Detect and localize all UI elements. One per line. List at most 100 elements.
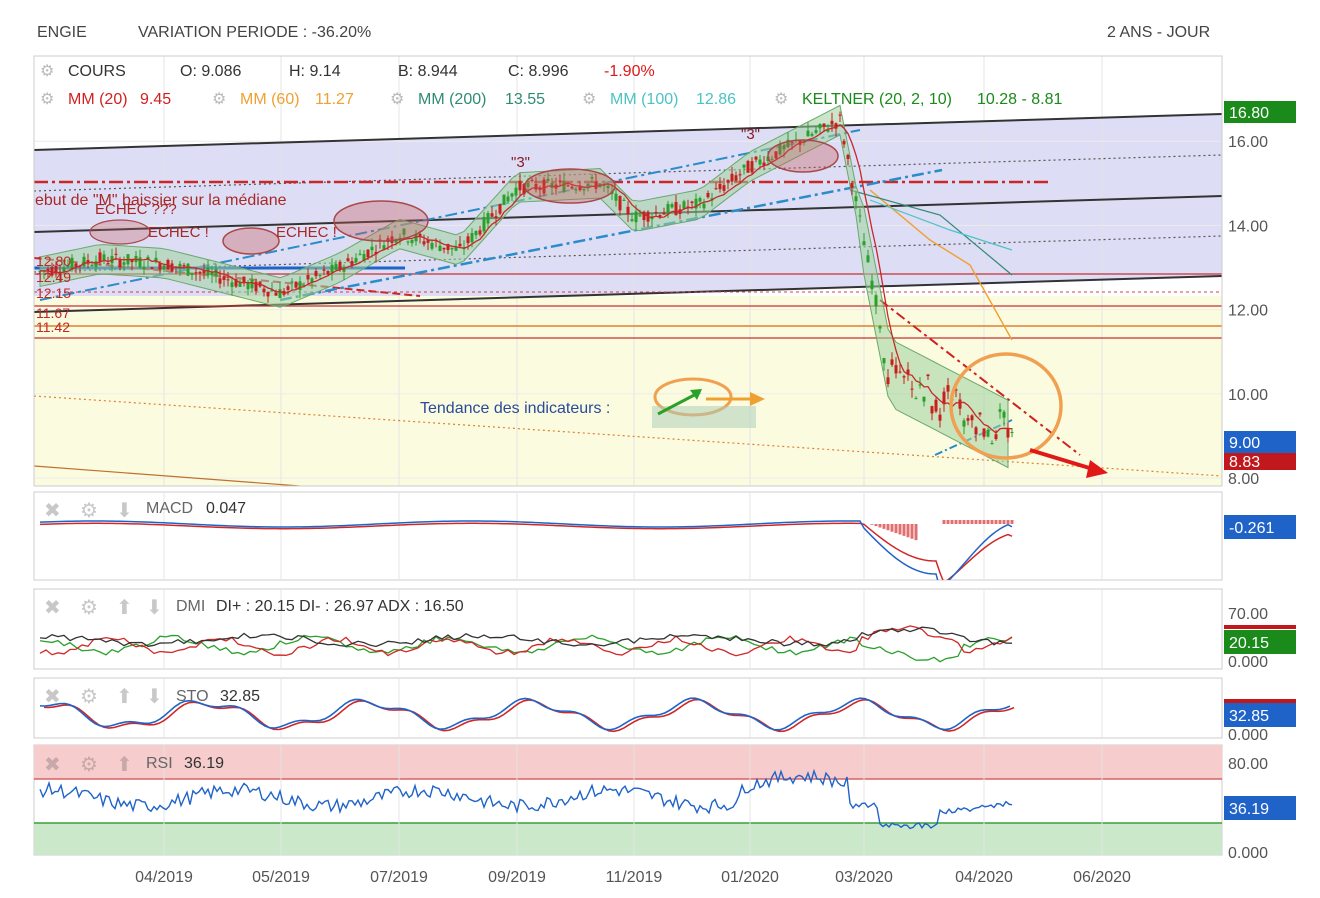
gear-icon[interactable]: ⚙ [80,597,98,619]
candle-body [422,241,426,245]
candle-body [310,278,314,283]
candle-body [230,282,234,288]
candle-body [606,185,610,189]
close-icon[interactable]: ✖ [44,686,61,708]
candle-body [946,385,950,392]
candle-body [98,252,102,262]
arrow-up-icon[interactable]: ⬆ [116,597,133,619]
candle-body [430,242,434,249]
dmi-tick-top: 70.00 [1228,606,1268,623]
three-label-b: "3" [741,126,760,143]
candle-body [826,129,830,132]
gear-icon[interactable]: ⚙ [40,91,54,108]
candle-body [674,201,678,216]
candle-body [254,281,258,292]
candle-body [374,251,378,255]
sto-tick-bottom: 0.000 [1228,727,1268,744]
candle-body [974,427,978,435]
candle-body [546,178,550,182]
rsi-line [39,768,1013,830]
candle-body [894,365,898,374]
candle-body [486,213,490,224]
candle-body [542,179,546,194]
candle-body [706,192,710,198]
macd-value: 0.047 [206,500,246,517]
candle-body [942,391,946,405]
candle-body [106,263,110,265]
gear-icon[interactable]: ⚙ [40,63,54,80]
gear-icon[interactable]: ⚙ [80,686,98,708]
sto-red-marker [1224,699,1296,703]
close-icon[interactable]: ✖ [44,754,61,776]
badge-top: 16.80 [1229,105,1269,122]
rsi-toolbar: ✖ ⚙ ⬆ RSI 36.19 [44,754,224,776]
arrow-up-icon[interactable]: ⬆ [116,754,133,776]
arrow-up-icon[interactable]: ⬆ [116,686,133,708]
macd-label: MACD [146,500,193,517]
gear-icon[interactable]: ⚙ [212,91,226,108]
candle-body [858,215,862,217]
legend-mm100: MM (100) [610,91,678,108]
gear-icon[interactable]: ⚙ [774,91,788,108]
candle-body [618,196,622,211]
legend-mm60: MM (60) [240,91,300,108]
candle-body [62,267,66,273]
legend-change: -1.90% [604,63,655,80]
candle-body [862,241,866,246]
candle-body [338,261,342,270]
candle-body [514,187,518,196]
y-tick-label: 14.00 [1228,218,1268,235]
candle-body [662,212,666,215]
close-icon[interactable]: ✖ [44,597,61,619]
candle-body [150,267,154,270]
gear-icon[interactable]: ⚙ [582,91,596,108]
echec-label-2: ECHEC ! [148,224,209,241]
candle-body [910,388,914,390]
candle-body [578,186,582,191]
candle-body [154,257,158,263]
candle-body [314,270,318,277]
rsi-badge-bg [1224,796,1296,820]
candle-body [526,183,530,187]
candle-body [998,409,1002,412]
candle-body [914,398,918,400]
candle-body [666,203,670,215]
left-level-label: 12.15 [36,285,71,301]
close-icon[interactable]: ✖ [44,500,61,522]
gear-icon[interactable]: ⚙ [80,754,98,776]
candle-body [562,180,566,192]
candle-body [658,215,662,218]
dmi-tick-bottom: 0.000 [1228,654,1268,671]
candle-body [334,263,338,270]
candle-body [306,275,310,280]
candle-body [790,141,794,143]
candle-body [866,255,870,263]
x-tick-label: 07/2019 [370,869,428,886]
candle-body [262,288,266,293]
candle-body [518,180,522,191]
gear-icon[interactable]: ⚙ [390,91,404,108]
sto-value: 32.85 [220,688,260,705]
candle-body [442,247,446,250]
candle-body [638,215,642,217]
gear-icon[interactable]: ⚙ [80,500,98,522]
candle-body [410,239,414,244]
legend-high: H: 9.14 [289,63,341,80]
candle-body [478,230,482,235]
badge-low: 8.83 [1229,454,1260,471]
candle-body [634,211,638,223]
candle-body [938,414,942,421]
arrow-down-icon[interactable]: ⬇ [146,686,163,708]
arrow-down-icon[interactable]: ⬇ [146,597,163,619]
candle-body [762,162,766,166]
candle-body [214,269,218,276]
candle-body [218,278,222,284]
timeframe-label[interactable]: 2 ANS - JOUR [1107,24,1211,41]
candle-body [722,185,726,191]
candle-body [266,291,270,297]
candle-body [786,139,790,148]
arrow-down-icon[interactable]: ⬇ [116,500,133,522]
candle-body [510,193,514,197]
sto-badge: 32.85 [1229,708,1269,725]
